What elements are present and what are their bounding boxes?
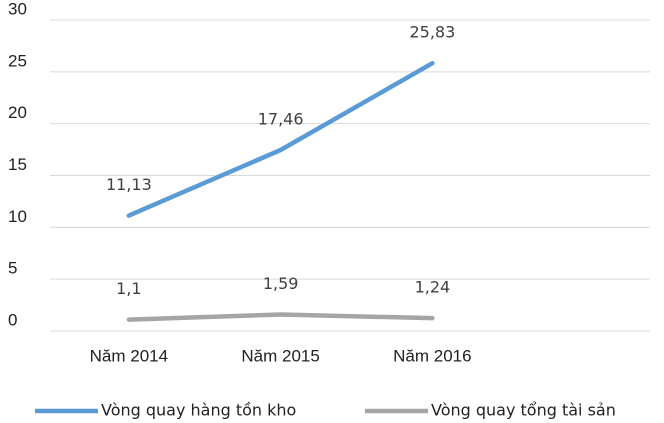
x-tick-label: Năm 2016 — [393, 346, 471, 365]
y-tick-label: 25 — [8, 51, 27, 70]
y-tick-label: 10 — [8, 207, 27, 226]
data-label: 1,59 — [263, 274, 299, 293]
x-tick-label: Năm 2014 — [90, 346, 168, 365]
y-tick-label: 5 — [8, 259, 17, 278]
y-tick-label: 15 — [8, 155, 27, 174]
data-label: 11,13 — [106, 175, 152, 194]
data-label: 1,24 — [415, 278, 451, 297]
legend-label: Vòng quay tổng tài sản — [431, 401, 616, 420]
data-label: 25,83 — [409, 23, 455, 42]
x-tick-label: Năm 2015 — [241, 346, 319, 365]
y-tick-label: 0 — [8, 310, 17, 329]
y-tick-label: 30 — [8, 0, 27, 18]
series-line — [126, 312, 435, 322]
data-label: 1,1 — [116, 279, 141, 298]
y-tick-label: 20 — [8, 103, 27, 122]
series-line — [126, 60, 435, 218]
data-label: 17,46 — [258, 109, 304, 128]
legend-label: Vòng quay hàng tồn kho — [101, 401, 296, 420]
